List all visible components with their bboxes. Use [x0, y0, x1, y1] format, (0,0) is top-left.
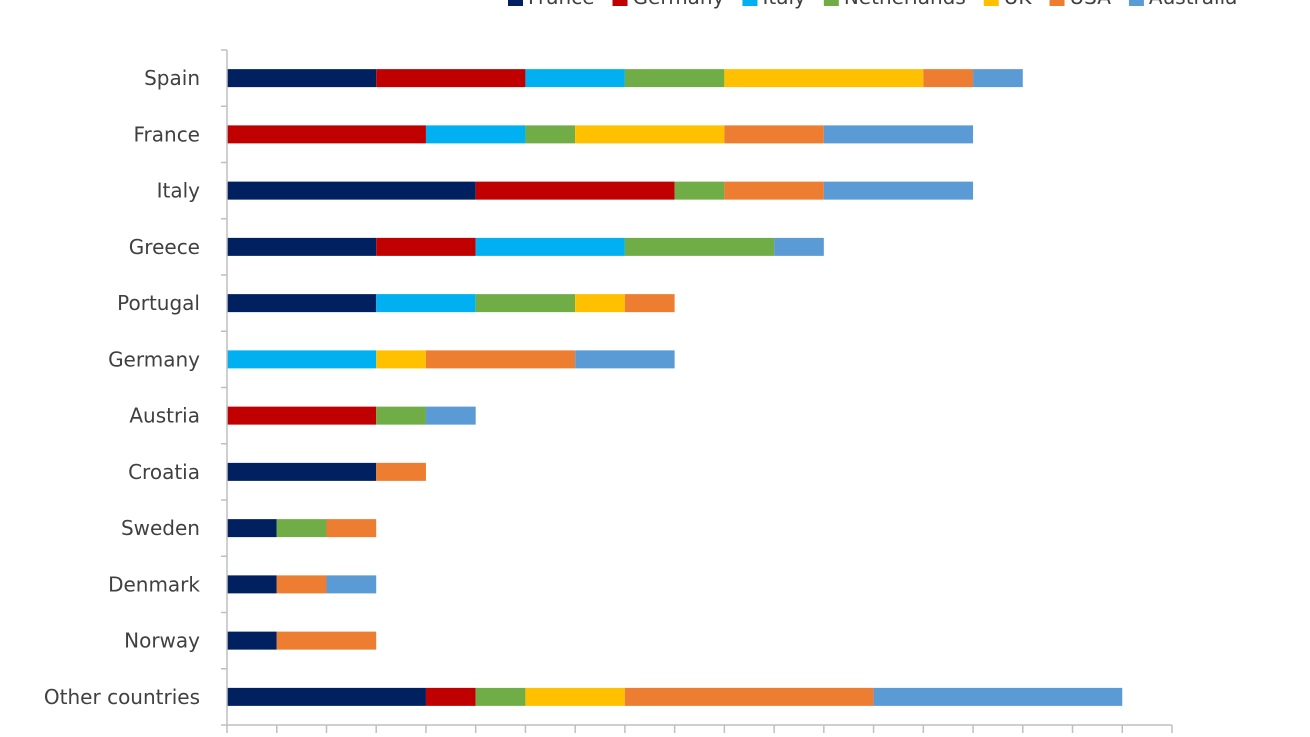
bar-germany-usa [425, 350, 576, 369]
bar-austria-netherlands [376, 406, 426, 425]
bar-greece-australia [774, 237, 824, 256]
bar-italy-usa [724, 181, 824, 200]
legend-label-france: France [528, 0, 595, 9]
category-label-spain: Spain [144, 66, 200, 90]
category-label-germany: Germany [108, 347, 200, 371]
bar-spain-usa [923, 69, 974, 88]
bar-portugal-uk [575, 294, 625, 313]
legend-item-australia: Australia [1128, 0, 1237, 9]
bar-france-usa [724, 125, 824, 144]
bar-greece-france [227, 237, 377, 256]
bar-portugal-usa [624, 294, 675, 313]
bar-france-italy [425, 125, 526, 144]
bar-sweden-france [227, 519, 277, 538]
bar-norway-usa [276, 631, 377, 650]
bar-sweden-netherlands [276, 519, 327, 538]
bar-denmark-usa [276, 575, 327, 594]
bar-italy-netherlands [674, 181, 725, 200]
bar-greece-germany [376, 237, 476, 256]
bar-other-countries-france [227, 687, 426, 706]
legend-item-france: France [508, 0, 595, 9]
bar-norway-france [227, 631, 277, 650]
legend-label-australia: Australia [1149, 0, 1237, 9]
bar-spain-netherlands [624, 69, 725, 88]
bar-germany-uk [376, 350, 426, 369]
legend-label-germany: Germany [633, 0, 725, 9]
bar-sweden-usa [326, 519, 377, 538]
bar-austria-germany [227, 406, 377, 425]
legend-label-uk: UK [1004, 0, 1033, 9]
axes [221, 49, 1173, 733]
legend-swatch-netherlands [823, 0, 839, 6]
bars [227, 69, 1123, 706]
category-label-other-countries: Other countries [44, 685, 200, 709]
category-label-france: France [133, 122, 200, 146]
bar-france-australia [823, 125, 974, 144]
bar-croatia-usa [376, 462, 426, 481]
bar-croatia-france [227, 462, 377, 481]
bar-greece-italy [475, 237, 625, 256]
bar-other-countries-netherlands [475, 687, 526, 706]
bar-denmark-france [227, 575, 277, 594]
bar-portugal-italy [376, 294, 476, 313]
bar-italy-france [227, 181, 476, 200]
category-label-greece: Greece [129, 235, 200, 259]
bar-spain-france [227, 69, 377, 88]
bar-italy-germany [475, 181, 675, 200]
bar-portugal-france [227, 294, 377, 313]
category-labels: Spain France Italy Greece Portugal Germany Aus… [44, 66, 200, 709]
bar-spain-italy [525, 69, 625, 88]
bar-portugal-netherlands [475, 294, 576, 313]
bar-denmark-australia [326, 575, 377, 594]
category-label-denmark: Denmark [108, 572, 200, 596]
legend-item-germany: Germany [612, 0, 725, 9]
legend-swatch-italy [742, 0, 758, 6]
bar-france-netherlands [525, 125, 576, 144]
legend-swatch-usa [1049, 0, 1065, 6]
legend-item-uk: UK [983, 0, 1033, 9]
bar-spain-germany [376, 69, 526, 88]
legend-swatch-australia [1128, 0, 1144, 6]
bar-other-countries-uk [525, 687, 625, 706]
category-label-austria: Austria [129, 404, 200, 428]
legend-item-netherlands: Netherlands [823, 0, 966, 9]
legend-label-usa: USA [1070, 0, 1112, 9]
legend-item-usa: USA [1049, 0, 1112, 9]
bar-spain-uk [724, 69, 924, 88]
legend: France Germany Italy Netherlands UK USA Austra… [508, 0, 1237, 9]
category-label-norway: Norway [124, 629, 200, 653]
bar-other-countries-germany [425, 687, 476, 706]
bar-austria-australia [425, 406, 476, 425]
legend-swatch-germany [612, 0, 628, 6]
bar-france-uk [575, 125, 725, 144]
category-label-portugal: Portugal [117, 291, 200, 315]
category-label-sweden: Sweden [121, 516, 200, 540]
category-label-croatia: Croatia [128, 460, 200, 484]
bar-greece-netherlands [624, 237, 775, 256]
bar-other-countries-australia [873, 687, 1123, 706]
bar-germany-australia [575, 350, 675, 369]
legend-swatch-uk [983, 0, 999, 6]
legend-item-italy: Italy [742, 0, 806, 9]
bar-france-germany [227, 125, 426, 144]
legend-swatch-france [508, 0, 523, 6]
bar-italy-australia [823, 181, 974, 200]
legend-label-netherlands: Netherlands [844, 0, 966, 9]
bar-other-countries-usa [624, 687, 874, 706]
bar-spain-australia [973, 69, 1023, 88]
category-label-italy: Italy [157, 179, 201, 203]
bar-germany-italy [227, 350, 377, 369]
legend-label-italy: Italy [762, 0, 806, 9]
